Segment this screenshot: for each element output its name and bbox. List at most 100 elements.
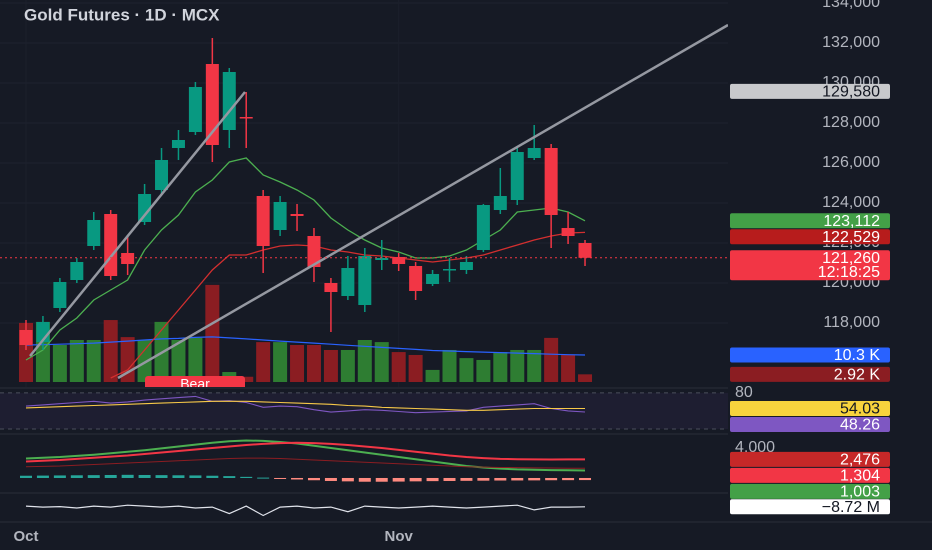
moving-averages [25, 157, 586, 379]
volume-bar [256, 342, 271, 382]
candle-body [324, 283, 338, 292]
candle-body [561, 228, 575, 236]
candle-body [544, 148, 558, 215]
volume-bar [188, 337, 203, 382]
volume-bar [69, 340, 84, 382]
value-tag [730, 250, 890, 281]
volume-bar [52, 344, 67, 382]
macd-histogram-bar [307, 477, 320, 481]
trend-line [117, 23, 728, 380]
macd-histogram-bar [274, 477, 287, 479]
macd-histogram-bar [70, 475, 83, 478]
indicator-line [25, 504, 586, 517]
indicator-panes [0, 392, 728, 517]
candle-body [19, 330, 33, 345]
volume-bar [374, 342, 389, 382]
macd-histogram-bar [545, 477, 558, 481]
macd-histogram-bar [223, 476, 236, 478]
candle-body [87, 220, 101, 246]
volume-bar [306, 344, 321, 382]
volume-bar [205, 284, 220, 382]
macd-histogram-bar [443, 477, 456, 481]
bear-label-box [145, 376, 245, 387]
volume-bar [527, 349, 542, 382]
volume-bar [239, 376, 254, 382]
candle-body [70, 262, 84, 280]
candle-body [578, 243, 592, 258]
macd-histogram-bar [189, 475, 202, 478]
macd-histogram-bar [477, 477, 490, 481]
value-tag-label: 2.92 K [834, 367, 881, 384]
macd-histogram-bar [324, 477, 337, 481]
macd-histogram-bar [104, 474, 117, 478]
y-tick-label: 124,000 [822, 194, 880, 211]
candle-body [341, 268, 355, 296]
volume-bar [137, 340, 152, 382]
candle-body [239, 117, 253, 119]
value-tag [730, 229, 890, 245]
macd-histogram-bar [257, 477, 270, 479]
volume-bar [86, 340, 101, 382]
value-tag-label: 2,476 [840, 452, 880, 469]
candle-body [222, 72, 236, 130]
indicator-line [25, 157, 586, 361]
candle-body [493, 196, 507, 210]
candle-body [510, 152, 524, 200]
trend-line [29, 91, 246, 357]
candle-body [104, 214, 118, 276]
volume-bar [459, 358, 474, 382]
y-tick-label: 134,000 [822, 0, 880, 11]
candle-body [155, 160, 169, 190]
candle-body [443, 269, 456, 271]
right-axis: 134,000132,000130,000128,000126,000124,0… [730, 0, 890, 516]
value-tag-label: 10.3 K [834, 347, 881, 364]
indicator-line [25, 395, 586, 414]
y-tick-label: 132,000 [822, 34, 880, 51]
macd-histogram-bar [341, 477, 354, 482]
candle-body [53, 282, 67, 308]
macd-histogram-bar [138, 474, 151, 478]
candle-body [273, 202, 287, 230]
volume-bar [323, 349, 338, 382]
y-tick-label: 128,000 [822, 114, 880, 131]
value-tag [730, 451, 890, 467]
candle-body [459, 262, 473, 270]
candle-body [409, 266, 423, 291]
value-tag-label: 129,580 [822, 84, 880, 101]
bear-label: Bear [145, 376, 245, 392]
candle-body [205, 64, 219, 145]
volume-bar [510, 349, 525, 382]
countdown: 12:18:25 [818, 264, 880, 281]
y-tick-label: 126,000 [822, 154, 880, 171]
value-tag-label: 48.26 [840, 417, 880, 434]
macd-histogram-bar [53, 475, 66, 478]
candle-body [476, 205, 490, 250]
value-tag-label: 1,304 [840, 468, 880, 485]
x-tick-label: Nov [385, 528, 414, 545]
value-tag [730, 499, 890, 515]
candle-body [426, 274, 440, 284]
candle-body [358, 256, 372, 305]
volume-bar [544, 337, 559, 382]
volume-bar [425, 369, 440, 382]
macd-histogram-bar [172, 475, 185, 478]
volume-bar [391, 352, 406, 382]
bear-label-text: Bear [180, 376, 210, 392]
volume-bar [357, 340, 372, 382]
volume-bar [103, 320, 118, 382]
macd-histogram-bar [528, 477, 541, 481]
candle-body [392, 257, 406, 264]
macd-histogram-bar [409, 477, 422, 482]
value-tag-label: 122,529 [822, 229, 880, 246]
indicator-line [25, 441, 585, 463]
macd-histogram-bar [87, 475, 100, 478]
value-tag [730, 213, 890, 229]
macd-histogram-bar [426, 477, 439, 482]
value-tag-label: 121,260 [822, 250, 880, 267]
indicator-line [110, 231, 586, 379]
value-tag-label: 54.03 [840, 401, 880, 418]
macd-histogram-bar [562, 477, 575, 481]
indicator-line [25, 439, 586, 472]
price-pane: Bear [0, 2, 728, 392]
